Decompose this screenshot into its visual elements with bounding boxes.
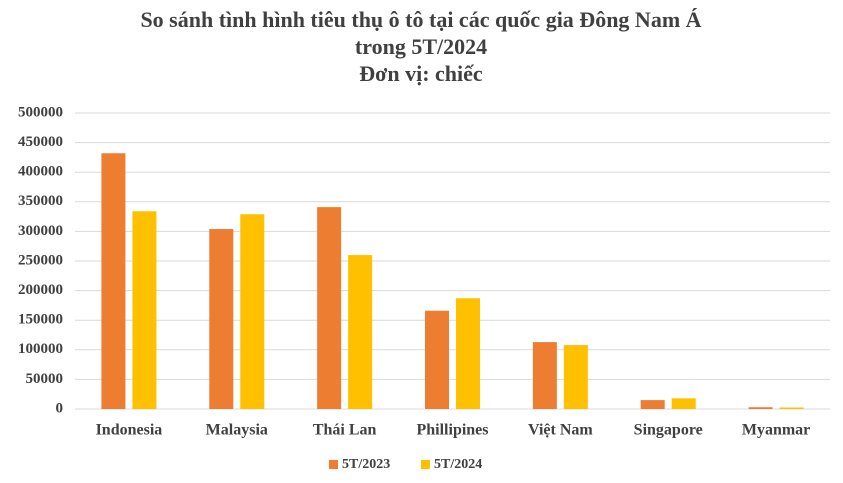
x-tick-label: Thái Lan — [313, 422, 377, 439]
y-tick-label: 250000 — [18, 252, 63, 268]
legend-label: 5T/2024 — [434, 457, 482, 472]
chart-title: So sánh tình hình tiêu thụ ô tô tại các … — [140, 7, 701, 32]
bar — [348, 255, 373, 409]
bar — [640, 400, 665, 409]
y-tick-label: 500000 — [18, 104, 63, 120]
y-tick-label: 300000 — [18, 223, 63, 239]
y-tick-label: 400000 — [18, 164, 63, 180]
y-tick-label: 100000 — [18, 341, 63, 357]
x-tick-label: Indonesia — [96, 422, 163, 439]
chart-title: trong 5T/2024 — [355, 34, 487, 59]
bar — [456, 298, 480, 409]
bar — [671, 398, 696, 409]
bar — [425, 310, 449, 409]
bar — [240, 214, 265, 409]
bar — [532, 342, 557, 409]
x-tick-label: Myanmar — [742, 422, 810, 439]
bar — [209, 229, 234, 409]
x-tick-label: Malaysia — [206, 422, 268, 439]
bar — [317, 207, 342, 409]
legend-swatch — [329, 460, 338, 469]
y-tick-label: 0 — [56, 400, 64, 416]
bar — [132, 211, 157, 409]
y-tick-label: 450000 — [18, 134, 63, 150]
legend-label: 5T/2023 — [342, 457, 390, 472]
y-tick-label: 150000 — [18, 312, 63, 328]
bar — [101, 153, 126, 409]
y-tick-label: 50000 — [26, 371, 64, 387]
bar — [748, 407, 773, 409]
chart-title: Đơn vị: chiếc — [359, 61, 483, 86]
x-tick-label: Singapore — [634, 422, 703, 439]
x-tick-label: Việt Nam — [528, 422, 593, 439]
bar — [563, 345, 588, 409]
bar — [779, 407, 804, 409]
y-tick-label: 350000 — [18, 193, 63, 209]
y-tick-label: 200000 — [18, 282, 63, 298]
x-tick-label: Phillipines — [416, 422, 488, 439]
legend-swatch — [421, 460, 430, 469]
